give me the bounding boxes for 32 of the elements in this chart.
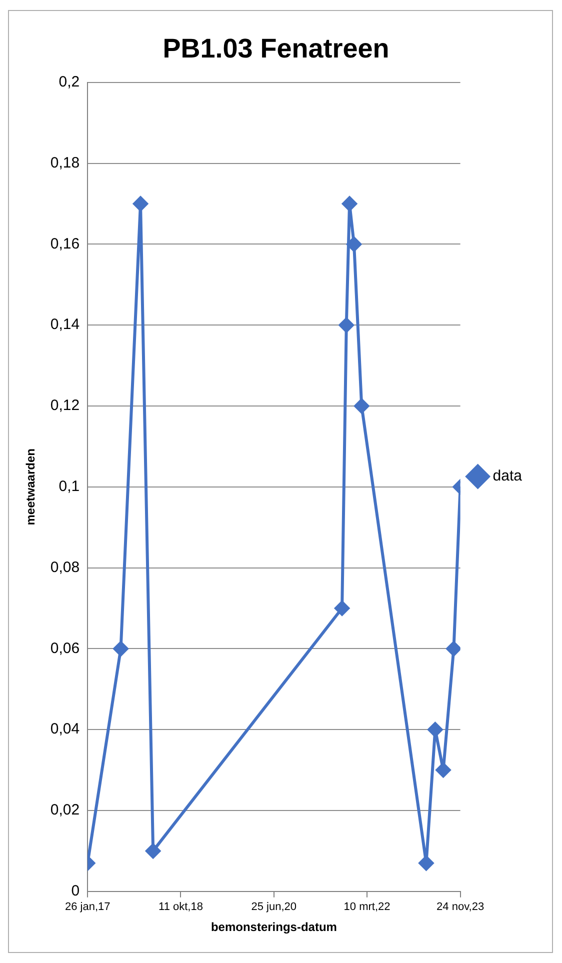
y-tick-label: 0,18 [50,154,80,172]
point [334,600,350,616]
point [338,318,354,333]
point [418,856,434,871]
y-tick-label: 0,1 [58,478,80,496]
point [354,398,370,414]
point [428,722,443,738]
legend-label: data [492,468,523,485]
y-tick-label: 0,04 [50,720,80,738]
point [342,196,358,212]
x-tick-label: 25 jun,20 [251,901,297,914]
y-axis-title: meetwaarden [24,448,38,526]
y-tick-label: 0,02 [50,802,80,819]
point [346,236,362,252]
y-tick-label: 0,12 [50,397,80,414]
point [446,641,460,656]
chart-title: PB1.03 Fenatreen [162,34,390,64]
y-tick-label: 0,16 [50,235,80,252]
y-tick-label: 0,06 [50,640,80,657]
y-tick-label: 0,2 [58,74,80,91]
x-axis-title: bemonsterings-datum [210,920,337,934]
y-tick-label: 0,14 [50,316,80,334]
y-tick-label: 0,08 [50,558,80,576]
x-tick-label: 10 mrt,22 [344,901,390,914]
y-tick-label: 0 [71,882,80,900]
x-tick-label: 26 jan,17 [64,901,110,914]
point [133,196,148,212]
x-tick-label: 11 okt,18 [158,901,203,914]
x-tick-label: 24 nov,23 [436,901,484,914]
point [146,843,161,858]
point [113,641,128,656]
point [436,762,451,778]
